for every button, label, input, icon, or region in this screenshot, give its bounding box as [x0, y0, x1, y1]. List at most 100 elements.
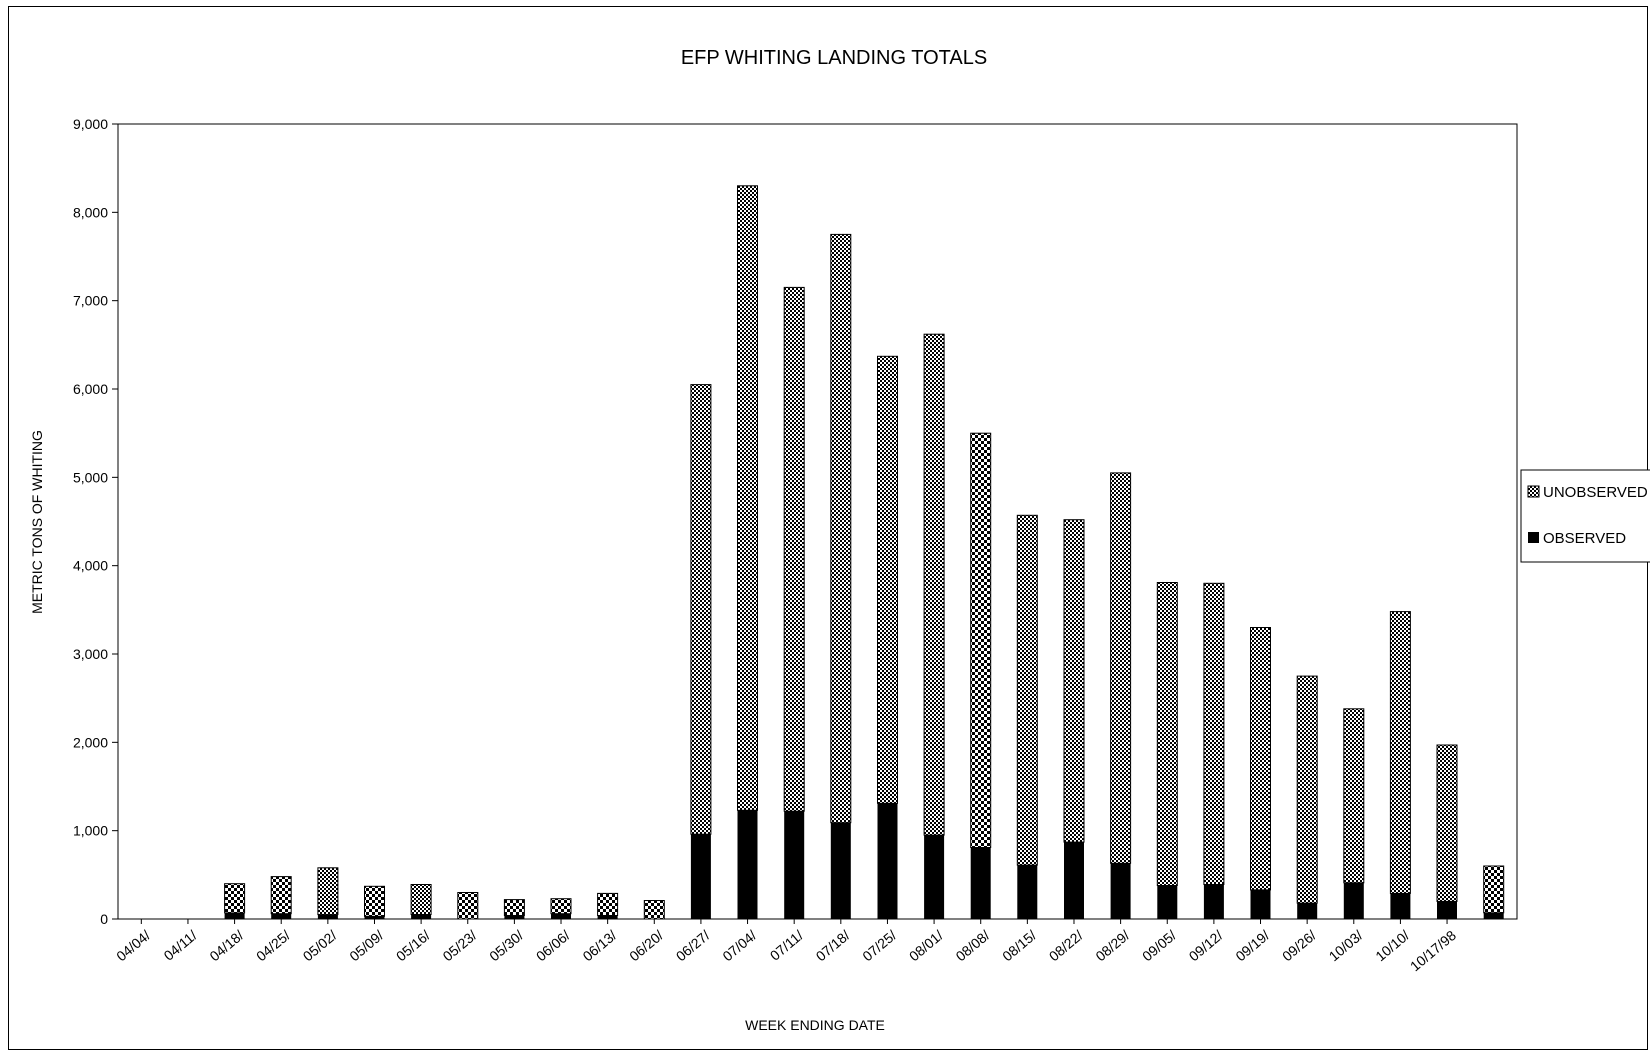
bar-observed-15 — [830, 822, 851, 919]
bar-observed-14 — [784, 811, 805, 919]
bar-observed-24 — [1250, 889, 1271, 919]
bar-observed-25 — [1297, 903, 1318, 919]
x-axis-label: WEEK ENDING DATE — [745, 1017, 885, 1033]
bar-unobserved-18 — [970, 432, 992, 848]
legend-swatch-observed — [1528, 532, 1539, 543]
bar-unobserved-11 — [643, 900, 665, 920]
bar-observed-18 — [970, 847, 991, 919]
y-tick-label: 9,000 — [73, 116, 108, 132]
bar-observed-26 — [1343, 882, 1364, 919]
bar-unobserved-7 — [457, 892, 479, 920]
bar-unobserved-23 — [1203, 582, 1225, 885]
legend-swatch-unobserved — [1527, 485, 1540, 498]
bar-observed-9 — [551, 913, 571, 919]
x-tick-label: 10/17/98 — [1407, 927, 1459, 974]
y-tick-label: 5,000 — [73, 469, 108, 485]
legend-box — [1520, 469, 1650, 563]
x-tick-label: 06/06/ — [533, 927, 573, 964]
bar-observed-27 — [1390, 893, 1411, 919]
plot-area — [117, 123, 1518, 920]
bar-unobserved-3 — [270, 876, 292, 915]
bar-unobserved-28 — [1436, 744, 1458, 902]
x-tick-label: 07/18/ — [813, 927, 853, 964]
bar-unobserved-6 — [410, 884, 432, 915]
chart-title: EFP WHITING LANDING TOTALS — [681, 47, 987, 69]
x-tick-label: 04/04/ — [113, 927, 153, 964]
bar-unobserved-15 — [830, 233, 852, 824]
x-tick-label: 07/11/ — [767, 927, 806, 964]
bar-observed-13 — [737, 810, 758, 919]
bar-observed-29 — [1483, 912, 1504, 919]
bar-unobserved-21 — [1110, 472, 1132, 864]
bar-unobserved-8 — [503, 899, 525, 916]
bar-observed-10 — [597, 915, 618, 919]
x-tick-label: 09/12/ — [1186, 927, 1226, 964]
y-tick-label: 3,000 — [73, 646, 108, 662]
bar-observed-12 — [690, 834, 711, 919]
bar-unobserved-14 — [783, 286, 805, 812]
bar-unobserved-25 — [1296, 675, 1318, 904]
bar-unobserved-12 — [690, 384, 712, 835]
bar-unobserved-9 — [550, 898, 572, 915]
x-tick-label: 09/26/ — [1279, 927, 1319, 964]
x-tick-label: 09/05/ — [1139, 927, 1179, 964]
bar-observed-20 — [1064, 842, 1084, 919]
x-tick-label: 05/02/ — [300, 927, 340, 964]
y-tick-label: 0 — [100, 911, 108, 927]
x-tick-label: 10/03/ — [1326, 927, 1366, 964]
x-tick-label: 08/01/ — [906, 927, 946, 964]
bar-observed-22 — [1157, 885, 1178, 919]
bar-unobserved-26 — [1343, 708, 1365, 884]
bar-observed-2 — [224, 912, 245, 919]
legend: UNOBSERVED OBSERVED — [1520, 469, 1650, 563]
y-tick-label: 6,000 — [73, 381, 108, 397]
bar-unobserved-16 — [877, 355, 898, 804]
legend-label-unobserved: UNOBSERVED — [1543, 484, 1648, 501]
x-tick-label: 04/18/ — [206, 927, 246, 964]
x-tick-label: 10/10/ — [1372, 927, 1412, 964]
x-tick-label: 05/16/ — [393, 927, 433, 964]
bar-observed-4 — [317, 914, 338, 919]
bar-observed-5 — [364, 916, 385, 919]
y-tick-label: 8,000 — [73, 204, 108, 220]
bar-unobserved-24 — [1250, 627, 1271, 891]
bar-unobserved-2 — [224, 883, 246, 914]
y-axis-label: METRIC TONS OF WHITING — [29, 430, 45, 614]
bar-observed-6 — [411, 914, 432, 919]
x-tick-label: 08/15/ — [999, 927, 1039, 964]
bar-observed-8 — [504, 915, 525, 919]
x-tick-label: 07/25/ — [859, 927, 899, 964]
bar-observed-21 — [1110, 863, 1131, 919]
bar-observed-16 — [877, 803, 898, 919]
x-tick-label: 05/23/ — [440, 927, 480, 964]
bar-observed-23 — [1203, 884, 1224, 919]
bar-observed-17 — [924, 835, 945, 919]
bar-observed-3 — [271, 913, 292, 919]
bar-unobserved-13 — [737, 185, 758, 811]
x-tick-label: 08/22/ — [1046, 927, 1086, 964]
bar-unobserved-27 — [1389, 611, 1411, 894]
bar-observed-19 — [1017, 865, 1038, 919]
x-tick-label: 08/29/ — [1092, 927, 1132, 964]
bar-unobserved-20 — [1063, 519, 1085, 843]
bar-unobserved-19 — [1016, 514, 1038, 866]
y-tick-label: 1,000 — [73, 823, 108, 839]
bar-unobserved-22 — [1156, 582, 1178, 886]
x-tick-label: 06/13/ — [579, 927, 619, 964]
bar-unobserved-4 — [317, 867, 339, 916]
x-tick-label: 04/11/ — [161, 927, 200, 964]
y-tick-label: 7,000 — [73, 293, 108, 309]
x-tick-label: 07/04/ — [719, 927, 759, 964]
legend-label-observed: OBSERVED — [1543, 530, 1626, 547]
y-tick-label: 4,000 — [73, 558, 108, 574]
x-tick-label: 05/09/ — [346, 927, 386, 964]
x-tick-label: 09/19/ — [1232, 927, 1272, 964]
x-tick-label: 06/20/ — [626, 927, 666, 964]
bar-unobserved-10 — [597, 892, 619, 917]
x-tick-label: 04/25/ — [253, 927, 293, 964]
bar-unobserved-17 — [923, 333, 945, 836]
bar-unobserved-5 — [364, 885, 385, 917]
x-tick-label: 08/08/ — [953, 927, 993, 964]
bar-observed-28 — [1437, 901, 1457, 919]
